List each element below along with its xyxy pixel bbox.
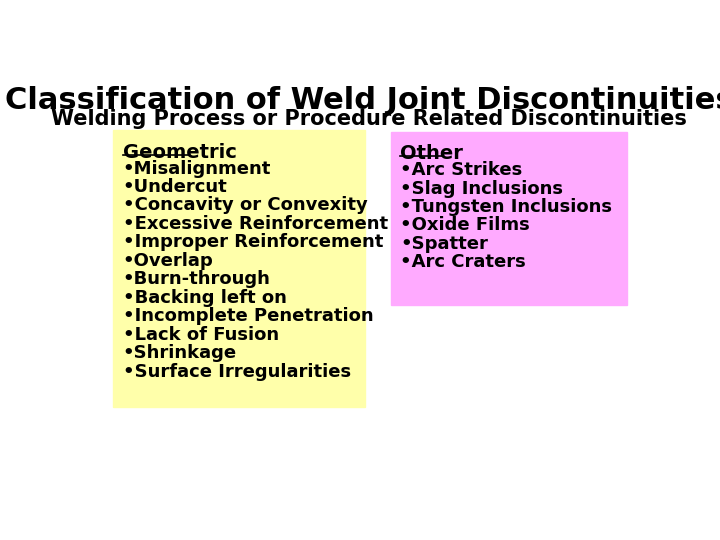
Text: •Undercut: •Undercut <box>122 178 228 196</box>
Text: •Tungsten Inclusions: •Tungsten Inclusions <box>400 198 612 216</box>
Text: •Excessive Reinforcement: •Excessive Reinforcement <box>122 215 387 233</box>
Text: •Misalignment: •Misalignment <box>122 159 271 178</box>
Text: •Burn-through: •Burn-through <box>122 271 271 288</box>
Text: •Slag Inclusions: •Slag Inclusions <box>400 179 563 198</box>
Text: •Arc Craters: •Arc Craters <box>400 253 526 272</box>
Text: Other: Other <box>400 144 463 163</box>
Text: Geometric: Geometric <box>122 143 236 161</box>
Text: •Surface Irregularities: •Surface Irregularities <box>122 363 351 381</box>
Text: •Spatter: •Spatter <box>400 235 488 253</box>
Text: •Backing left on: •Backing left on <box>122 289 287 307</box>
FancyBboxPatch shape <box>391 132 627 305</box>
Text: •Improper Reinforcement: •Improper Reinforcement <box>122 233 383 252</box>
Text: •Concavity or Convexity: •Concavity or Convexity <box>122 197 367 214</box>
Text: •Arc Strikes: •Arc Strikes <box>400 161 522 179</box>
Text: •Lack of Fusion: •Lack of Fusion <box>122 326 279 344</box>
Text: •Overlap: •Overlap <box>122 252 213 270</box>
FancyBboxPatch shape <box>113 130 365 408</box>
Text: Classification of Weld Joint Discontinuities: Classification of Weld Joint Discontinui… <box>5 86 720 116</box>
Text: •Shrinkage: •Shrinkage <box>122 345 237 362</box>
Text: •Oxide Films: •Oxide Films <box>400 217 530 234</box>
Text: •Incomplete Penetration: •Incomplete Penetration <box>122 307 373 325</box>
Text: Welding Process or Procedure Related Discontinuities: Welding Process or Procedure Related Dis… <box>51 110 687 130</box>
